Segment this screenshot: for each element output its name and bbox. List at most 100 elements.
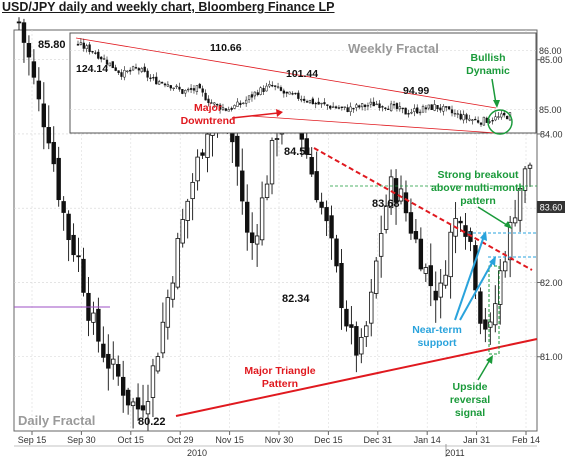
daily-candle-body <box>135 397 141 410</box>
weekly-candle-body <box>352 107 355 110</box>
daily-candle-body <box>269 140 275 185</box>
triangle-support-line <box>175 338 538 417</box>
annotation-bullish-line-2: Dynamic <box>466 65 510 77</box>
daily-x-tick-label: Dec 15 <box>314 435 343 445</box>
annotation-triangle-line-2: Pattern <box>262 378 298 390</box>
daily-x-tick-label: Oct 29 <box>167 435 194 445</box>
last-price-box <box>537 201 565 213</box>
daily-x-tick-label: Sep 30 <box>67 435 96 445</box>
annotation-breakout: Strong breakout above multi-month patter… <box>431 169 525 229</box>
weekly-candle-body <box>331 106 335 108</box>
weekly-candle-body <box>207 98 210 103</box>
weekly-grid <box>70 50 536 110</box>
daily-candle-body <box>458 220 463 224</box>
reversal-arrowhead <box>486 355 493 364</box>
weekly-candle-body <box>366 105 370 107</box>
weekly-candle-body <box>149 77 152 79</box>
weekly-candle-body <box>111 61 114 69</box>
daily-candle-body <box>309 157 314 175</box>
daily-candle-body <box>31 61 37 78</box>
daily-y-tick-label: 85.00 <box>540 55 563 65</box>
daily-candle-body <box>413 231 419 240</box>
weekly-candle-body <box>152 77 155 79</box>
daily-candle-body <box>41 103 47 128</box>
daily-candle-body <box>195 156 200 182</box>
downtrend-arrowhead <box>276 109 283 117</box>
daily-candle-body <box>71 234 76 256</box>
weekly-candle-body <box>285 91 288 94</box>
daily-candle-body <box>249 232 255 244</box>
weekly-candle-body <box>320 102 323 105</box>
weekly-candle-body <box>76 43 80 46</box>
weekly-candle-body <box>184 90 187 94</box>
weekly-candle-body <box>384 107 387 109</box>
weekly-candle-body <box>482 116 486 126</box>
daily-candle-body <box>374 260 379 294</box>
weekly-candle-body <box>491 120 494 122</box>
weekly-candle-body <box>349 106 352 113</box>
weekly-candle-body <box>430 104 433 110</box>
weekly-candle-body <box>445 106 448 108</box>
weekly-candle-body <box>143 66 146 72</box>
weekly-candle-body <box>155 76 158 85</box>
weekly-candle-body <box>117 70 120 73</box>
daily-grid <box>14 30 537 431</box>
weekly-candle-body <box>224 108 228 111</box>
weekly-candle-body <box>447 106 451 110</box>
weekly-candle-body <box>404 107 407 115</box>
daily-candle-body <box>483 319 488 330</box>
daily-x-axis: Sep 15 Sep 30 Oct 15 Oct 29 Nov 15 Nov 30 Dec … <box>14 431 540 458</box>
daily-candle-body <box>517 187 523 221</box>
weekly-candle-body <box>503 112 506 116</box>
weekly-candle-body <box>456 113 459 115</box>
daily-candle-body <box>150 365 156 398</box>
weekly-candle-body <box>494 116 497 121</box>
weekly-candle-body <box>413 108 416 112</box>
weekly-candle-body <box>363 104 367 108</box>
daily-candle-body <box>507 221 513 261</box>
weekly-candle-body <box>166 84 170 87</box>
weekly-candle-body <box>195 85 199 92</box>
weekly-candle-body <box>160 82 164 84</box>
daily-trendlines <box>14 147 538 417</box>
weekly-candle-body <box>108 62 112 67</box>
bullish-arrow <box>491 78 497 105</box>
daily-x-tick-label: Oct 15 <box>118 435 145 445</box>
daily-candle-body <box>264 183 270 198</box>
weekly-candle-body <box>439 107 442 111</box>
annotation-breakout-line-2: above multi-month <box>431 182 525 194</box>
weekly-candle-body <box>129 69 132 72</box>
weekly-candle-body <box>163 83 167 86</box>
weekly-candle-body <box>245 99 248 104</box>
weekly-candle-body <box>442 106 445 112</box>
weekly-candle-body <box>187 88 190 91</box>
daily-candle-body <box>319 201 324 208</box>
daily-candle-body <box>46 127 51 144</box>
weekly-candle-body <box>204 92 207 101</box>
weekly-candle-body <box>189 88 193 90</box>
weekly-candle-body <box>158 81 161 85</box>
reversal-signal-box <box>488 265 500 355</box>
bullish-arrowhead <box>493 100 500 108</box>
daily-candle-body <box>383 205 389 230</box>
daily-candle-body <box>240 170 245 202</box>
weekly-candle-body <box>436 105 439 110</box>
annotation-reversal-line-1: Upside <box>452 381 487 393</box>
weekly-label-94-99: 94.99 <box>403 85 429 97</box>
daily-candle-body <box>314 171 319 201</box>
weekly-candle-body <box>169 85 172 89</box>
weekly-candle-body <box>360 103 364 108</box>
weekly-candle-body <box>418 111 422 114</box>
support-arrowhead-1 <box>480 231 487 241</box>
weekly-candle-body <box>474 118 477 121</box>
weekly-candle-body <box>227 109 230 112</box>
daily-candle-body <box>81 258 86 293</box>
weekly-candle-body <box>505 115 509 120</box>
daily-candle-body <box>324 207 329 222</box>
weekly-candle-body <box>424 107 428 110</box>
weekly-candle-body <box>488 121 491 123</box>
weekly-candle-body <box>256 92 259 96</box>
weekly-candle-body <box>88 44 91 52</box>
daily-candle-body <box>478 291 483 324</box>
daily-candle-body <box>498 270 503 305</box>
